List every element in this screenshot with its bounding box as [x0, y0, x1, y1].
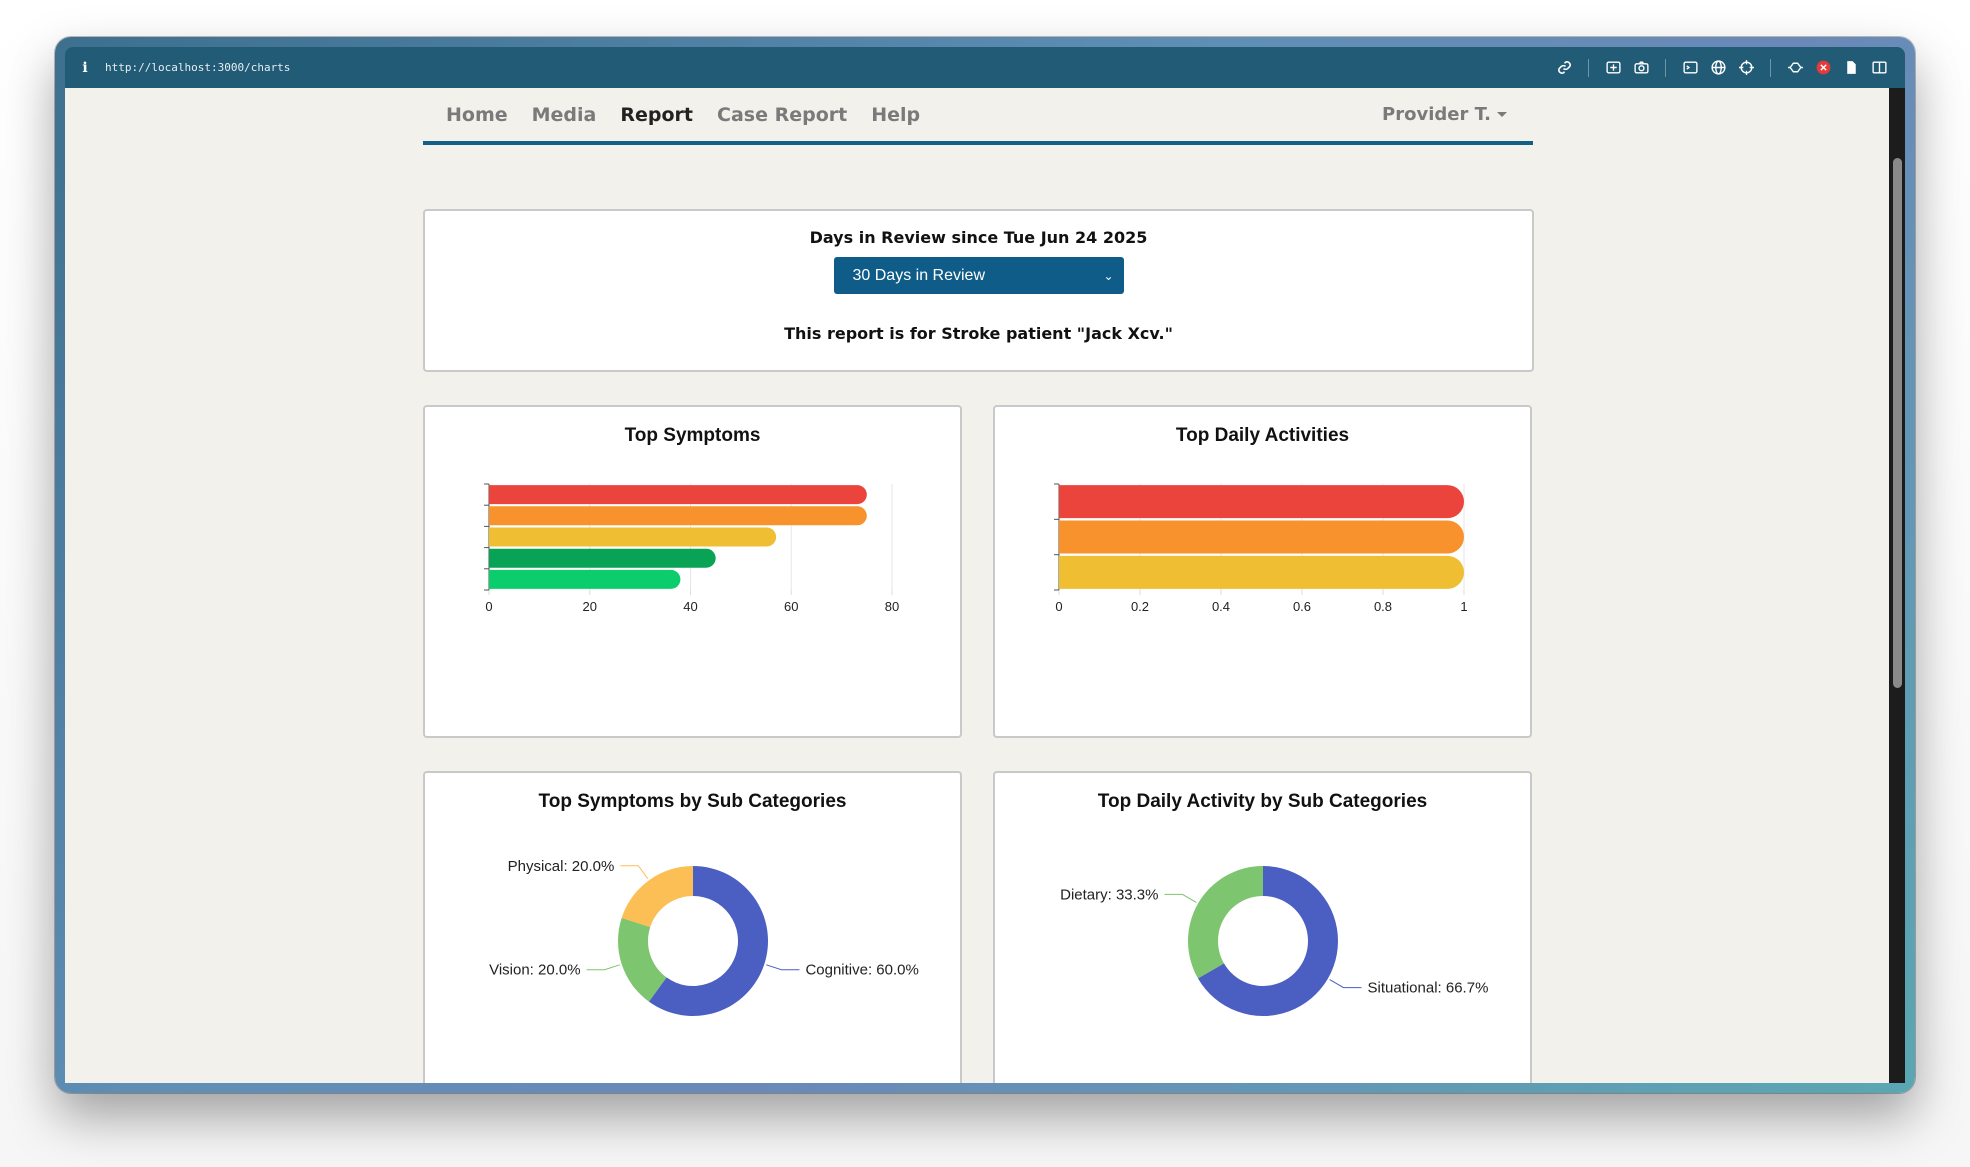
x-tick-label: 80	[885, 599, 899, 614]
x-tick-label: 0.6	[1293, 599, 1311, 614]
pie-slice[interactable]	[621, 866, 693, 928]
symptoms-sub-categories-card: Top Symptoms by Sub Categories Cognitive…	[423, 771, 962, 1083]
main-nav: Home Media Report Case Report Help Provi…	[423, 88, 1533, 145]
activity-sub-categories-chart: Situational: 66.7% Dietary: 33.3%	[1060, 866, 1488, 1016]
x-tick-label: 1	[1460, 599, 1467, 614]
slice-label: Vision: 20.0%	[489, 962, 580, 979]
page-viewport: Home Media Report Case Report Help Provi…	[65, 88, 1905, 1083]
nav-help[interactable]: Help	[871, 103, 921, 126]
review-card: Days in Review since Tue Jun 24 2025 30 …	[423, 209, 1534, 372]
caret-down-icon	[1497, 112, 1507, 117]
bar[interactable]	[489, 485, 867, 505]
bar[interactable]	[489, 527, 777, 547]
x-tick-label: 0.8	[1374, 599, 1392, 614]
bar[interactable]	[489, 569, 681, 589]
x-tick-label: 0.2	[1131, 599, 1149, 614]
bar[interactable]	[489, 548, 716, 568]
top-daily-activities-chart: 0 0.2 0.4 0.6 0.8 1	[1054, 483, 1468, 614]
symptoms-sub-categories-chart: Cognitive: 60.0% Vision: 20.0% Physical: 2…	[489, 858, 919, 1016]
record-icon[interactable]	[1809, 54, 1837, 82]
pie-slice[interactable]	[1188, 866, 1263, 979]
browser-window: i http://localhost:3000/charts	[55, 37, 1915, 1093]
bar[interactable]	[489, 506, 867, 526]
pie-slice[interactable]	[648, 866, 768, 1016]
sidebar-icon[interactable]	[1865, 54, 1893, 82]
top-daily-activities-card: Top Daily Activities 0 0.2 0.4 0.6 0.8 1	[993, 405, 1532, 738]
scrollbar[interactable]	[1889, 88, 1905, 1083]
terminal-icon[interactable]	[1676, 54, 1704, 82]
user-name: Provider T.	[1382, 104, 1491, 125]
slice-leader	[1329, 979, 1362, 989]
x-tick-label: 0	[1055, 599, 1062, 614]
slice-label: Cognitive: 60.0%	[805, 962, 918, 979]
slice-leader	[620, 865, 649, 879]
top-symptoms-chart: 0 20 40 60 80	[484, 483, 899, 614]
bar[interactable]	[1059, 520, 1464, 554]
user-menu[interactable]: Provider T.	[1382, 104, 1507, 125]
x-tick-label: 40	[683, 599, 697, 614]
browser-toolbar: i http://localhost:3000/charts	[65, 47, 1905, 88]
slice-leader	[1164, 893, 1197, 903]
x-tick-label: 20	[583, 599, 597, 614]
pie-slice[interactable]	[1197, 866, 1338, 1016]
top-symptoms-card: Top Symptoms 0 20 40 60 80	[423, 405, 962, 738]
slice-leader	[586, 964, 620, 971]
chart-title-symptoms-sub-categories: Top Symptoms by Sub Categories	[538, 791, 847, 812]
link-icon[interactable]	[1550, 54, 1578, 82]
x-tick-label: 0	[485, 599, 492, 614]
camera-icon[interactable]	[1627, 54, 1655, 82]
activity-sub-categories-card: Top Daily Activity by Sub Categories Sit…	[993, 771, 1532, 1083]
chart-title-top-symptoms: Top Symptoms	[624, 425, 761, 446]
chart-title-activity-sub-categories: Top Daily Activity by Sub Categories	[1097, 791, 1428, 812]
x-tick-label: 60	[784, 599, 798, 614]
nav-report[interactable]: Report	[620, 103, 693, 126]
globe-icon[interactable]	[1704, 54, 1732, 82]
page-icon[interactable]	[1837, 54, 1865, 82]
screenshot-icon[interactable]	[1599, 54, 1627, 82]
patient-note: This report is for Stroke patient "Jack …	[784, 324, 1173, 343]
crosshair-icon[interactable]	[1732, 54, 1760, 82]
slice-label: Dietary: 33.3%	[1060, 886, 1158, 903]
nav-case-report[interactable]: Case Report	[717, 103, 848, 126]
pie-slice[interactable]	[618, 917, 667, 1002]
bar[interactable]	[1059, 555, 1464, 589]
x-tick-label: 0.4	[1212, 599, 1230, 614]
address-bar[interactable]: http://localhost:3000/charts	[105, 61, 291, 74]
chevron-down-icon: ⌄	[1103, 268, 1114, 283]
slice-leader	[766, 964, 800, 971]
days-in-review-select[interactable]: 30 Days in Review ⌄	[833, 257, 1124, 294]
slice-label: Situational: 66.7%	[1367, 980, 1488, 997]
nav-media[interactable]: Media	[531, 103, 597, 126]
extensions-icon[interactable]	[1781, 54, 1809, 82]
slice-label: Physical: 20.0%	[508, 858, 615, 875]
info-icon[interactable]: i	[82, 59, 88, 76]
review-heading: Days in Review since Tue Jun 24 2025	[809, 228, 1148, 247]
select-value: 30 Days in Review	[852, 266, 986, 284]
scroll-thumb[interactable]	[1893, 158, 1902, 688]
bar[interactable]	[1059, 485, 1464, 519]
chart-title-top-daily-activities: Top Daily Activities	[1175, 425, 1350, 446]
nav-home[interactable]: Home	[446, 103, 508, 126]
